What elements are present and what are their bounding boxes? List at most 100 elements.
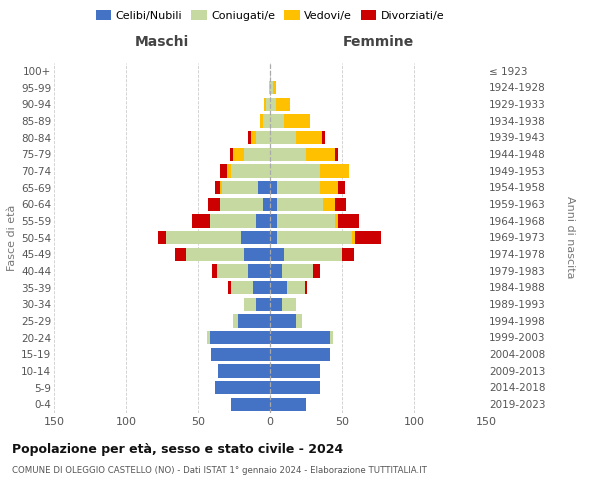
Bar bbox=[248, 131, 251, 144]
Bar bbox=[175, 248, 187, 261]
Bar bbox=[211, 348, 270, 361]
Bar bbox=[228, 281, 231, 294]
Bar bbox=[263, 114, 270, 128]
Bar bbox=[284, 248, 342, 261]
Bar bbox=[218, 364, 270, 378]
Bar bbox=[342, 248, 353, 261]
Text: Femmine: Femmine bbox=[343, 34, 413, 48]
Bar bbox=[277, 231, 352, 244]
Bar bbox=[270, 381, 320, 394]
Bar bbox=[215, 181, 220, 194]
Bar bbox=[270, 298, 281, 311]
Bar bbox=[305, 281, 307, 294]
Bar bbox=[231, 398, 270, 411]
Bar bbox=[287, 281, 305, 294]
Bar bbox=[270, 181, 277, 194]
Bar bbox=[270, 231, 277, 244]
Bar bbox=[355, 231, 381, 244]
Bar bbox=[296, 131, 322, 144]
Bar bbox=[231, 164, 270, 177]
Bar bbox=[248, 264, 270, 278]
Bar bbox=[231, 281, 253, 294]
Bar bbox=[208, 198, 220, 211]
Y-axis label: Anni di nascita: Anni di nascita bbox=[565, 196, 575, 278]
Text: COMUNE DI OLEGGIO CASTELLO (NO) - Dati ISTAT 1° gennaio 2024 - Elaborazione TUTT: COMUNE DI OLEGGIO CASTELLO (NO) - Dati I… bbox=[12, 466, 427, 475]
Bar bbox=[281, 298, 296, 311]
Bar bbox=[244, 148, 270, 161]
Bar bbox=[331, 331, 334, 344]
Bar bbox=[322, 131, 325, 144]
Text: Popolazione per età, sesso e stato civile - 2024: Popolazione per età, sesso e stato civil… bbox=[12, 442, 343, 456]
Bar bbox=[320, 181, 338, 194]
Bar bbox=[241, 231, 270, 244]
Bar bbox=[270, 198, 277, 211]
Bar bbox=[338, 214, 359, 228]
Bar bbox=[223, 181, 259, 194]
Bar bbox=[277, 198, 323, 211]
Bar bbox=[266, 98, 270, 111]
Legend: Celibi/Nubili, Coniugati/e, Vedovi/e, Divorziati/e: Celibi/Nubili, Coniugati/e, Vedovi/e, Di… bbox=[91, 6, 449, 25]
Text: Maschi: Maschi bbox=[135, 34, 189, 48]
Bar bbox=[270, 398, 306, 411]
Bar bbox=[270, 281, 287, 294]
Bar bbox=[269, 81, 270, 94]
Bar bbox=[220, 164, 227, 177]
Bar bbox=[253, 281, 270, 294]
Bar bbox=[277, 214, 335, 228]
Bar bbox=[187, 248, 244, 261]
Bar bbox=[270, 164, 320, 177]
Bar bbox=[273, 81, 276, 94]
Bar bbox=[323, 198, 335, 211]
Bar bbox=[166, 231, 241, 244]
Bar bbox=[270, 314, 296, 328]
Bar bbox=[270, 331, 331, 344]
Bar bbox=[227, 164, 231, 177]
Bar bbox=[296, 314, 302, 328]
Bar bbox=[212, 264, 217, 278]
Bar bbox=[335, 214, 338, 228]
Bar bbox=[270, 131, 296, 144]
Bar bbox=[338, 181, 345, 194]
Bar bbox=[220, 181, 223, 194]
Bar bbox=[233, 148, 244, 161]
Bar bbox=[270, 364, 320, 378]
Bar bbox=[158, 231, 166, 244]
Bar bbox=[270, 348, 331, 361]
Bar bbox=[320, 164, 349, 177]
Bar bbox=[209, 331, 270, 344]
Bar bbox=[352, 231, 355, 244]
Bar bbox=[276, 98, 290, 111]
Bar bbox=[230, 148, 233, 161]
Bar bbox=[256, 214, 270, 228]
Bar bbox=[220, 198, 263, 211]
Bar bbox=[270, 248, 284, 261]
Bar bbox=[270, 114, 284, 128]
Bar bbox=[284, 114, 310, 128]
Bar bbox=[251, 131, 256, 144]
Bar bbox=[281, 264, 313, 278]
Bar bbox=[270, 214, 277, 228]
Bar bbox=[244, 298, 256, 311]
Bar bbox=[215, 381, 270, 394]
Bar bbox=[335, 198, 346, 211]
Bar bbox=[192, 214, 209, 228]
Bar bbox=[270, 148, 306, 161]
Bar bbox=[335, 148, 338, 161]
Bar bbox=[209, 214, 256, 228]
Bar bbox=[260, 114, 263, 128]
Bar bbox=[259, 181, 270, 194]
Bar bbox=[256, 298, 270, 311]
Bar bbox=[206, 331, 209, 344]
Bar bbox=[233, 314, 238, 328]
Bar bbox=[263, 198, 270, 211]
Bar bbox=[256, 131, 270, 144]
Y-axis label: Fasce di età: Fasce di età bbox=[7, 204, 17, 270]
Bar bbox=[270, 98, 276, 111]
Bar bbox=[270, 264, 281, 278]
Bar bbox=[244, 248, 270, 261]
Bar bbox=[306, 148, 335, 161]
Bar bbox=[313, 264, 320, 278]
Bar bbox=[270, 81, 273, 94]
Bar bbox=[277, 181, 320, 194]
Bar bbox=[238, 314, 270, 328]
